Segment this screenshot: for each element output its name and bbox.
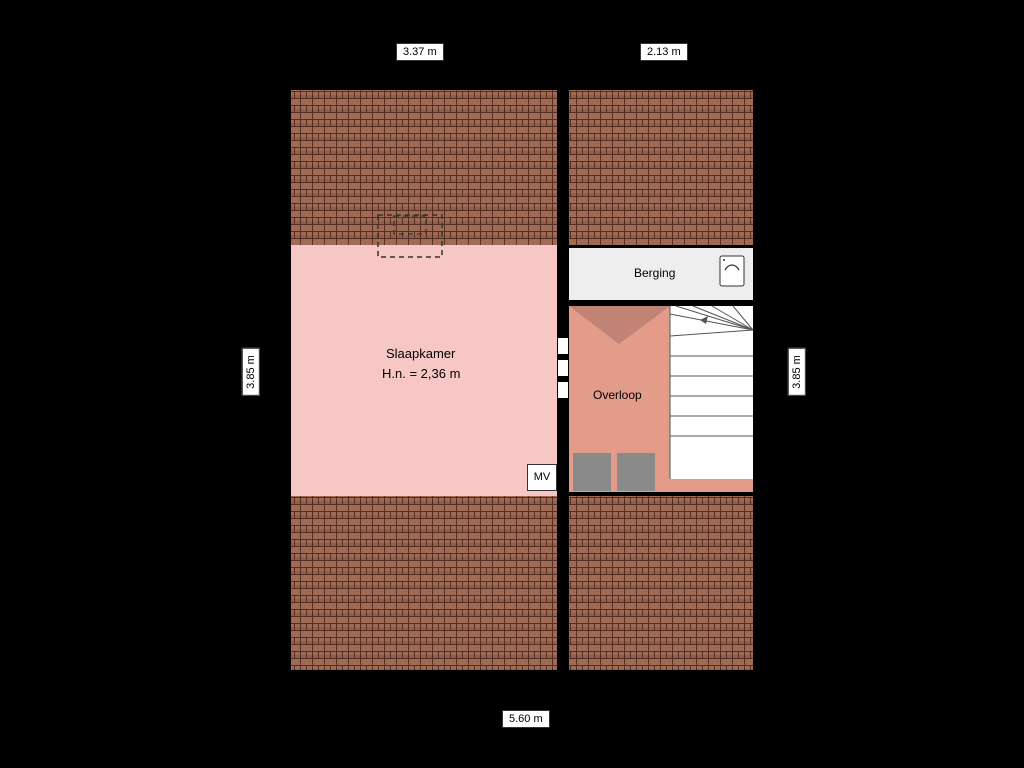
dimension-top-left: 3.37 m (396, 43, 444, 61)
door-gap-2 (558, 360, 568, 376)
dimension-top-right: 2.13 m (640, 43, 688, 61)
wall-berging-bottom (569, 300, 753, 306)
floorplan-svg (0, 0, 1024, 768)
dimension-right: 3.85 m (788, 348, 806, 396)
room-stairwell (670, 306, 753, 492)
label-overloop: Overloop (593, 388, 642, 402)
label-berging: Berging (634, 266, 675, 280)
dimension-left: 3.85 m (242, 348, 260, 396)
equipment-box-1 (573, 453, 611, 491)
overloop-sill (659, 479, 753, 492)
roof-bottom (291, 496, 753, 670)
equipment-box-2 (617, 453, 655, 491)
door-gap-3 (558, 382, 568, 398)
door-gap-1 (558, 338, 568, 354)
dimension-bottom: 5.60 m (502, 710, 550, 728)
roof-top (291, 90, 753, 245)
wall-divider (557, 82, 569, 678)
label-slaapkamer: Slaapkamer (386, 346, 455, 361)
berging-appliance-icon (720, 256, 744, 286)
label-slaapkamer-sub: H.n. = 2,36 m (382, 366, 460, 381)
mv-box: MV (527, 464, 557, 491)
